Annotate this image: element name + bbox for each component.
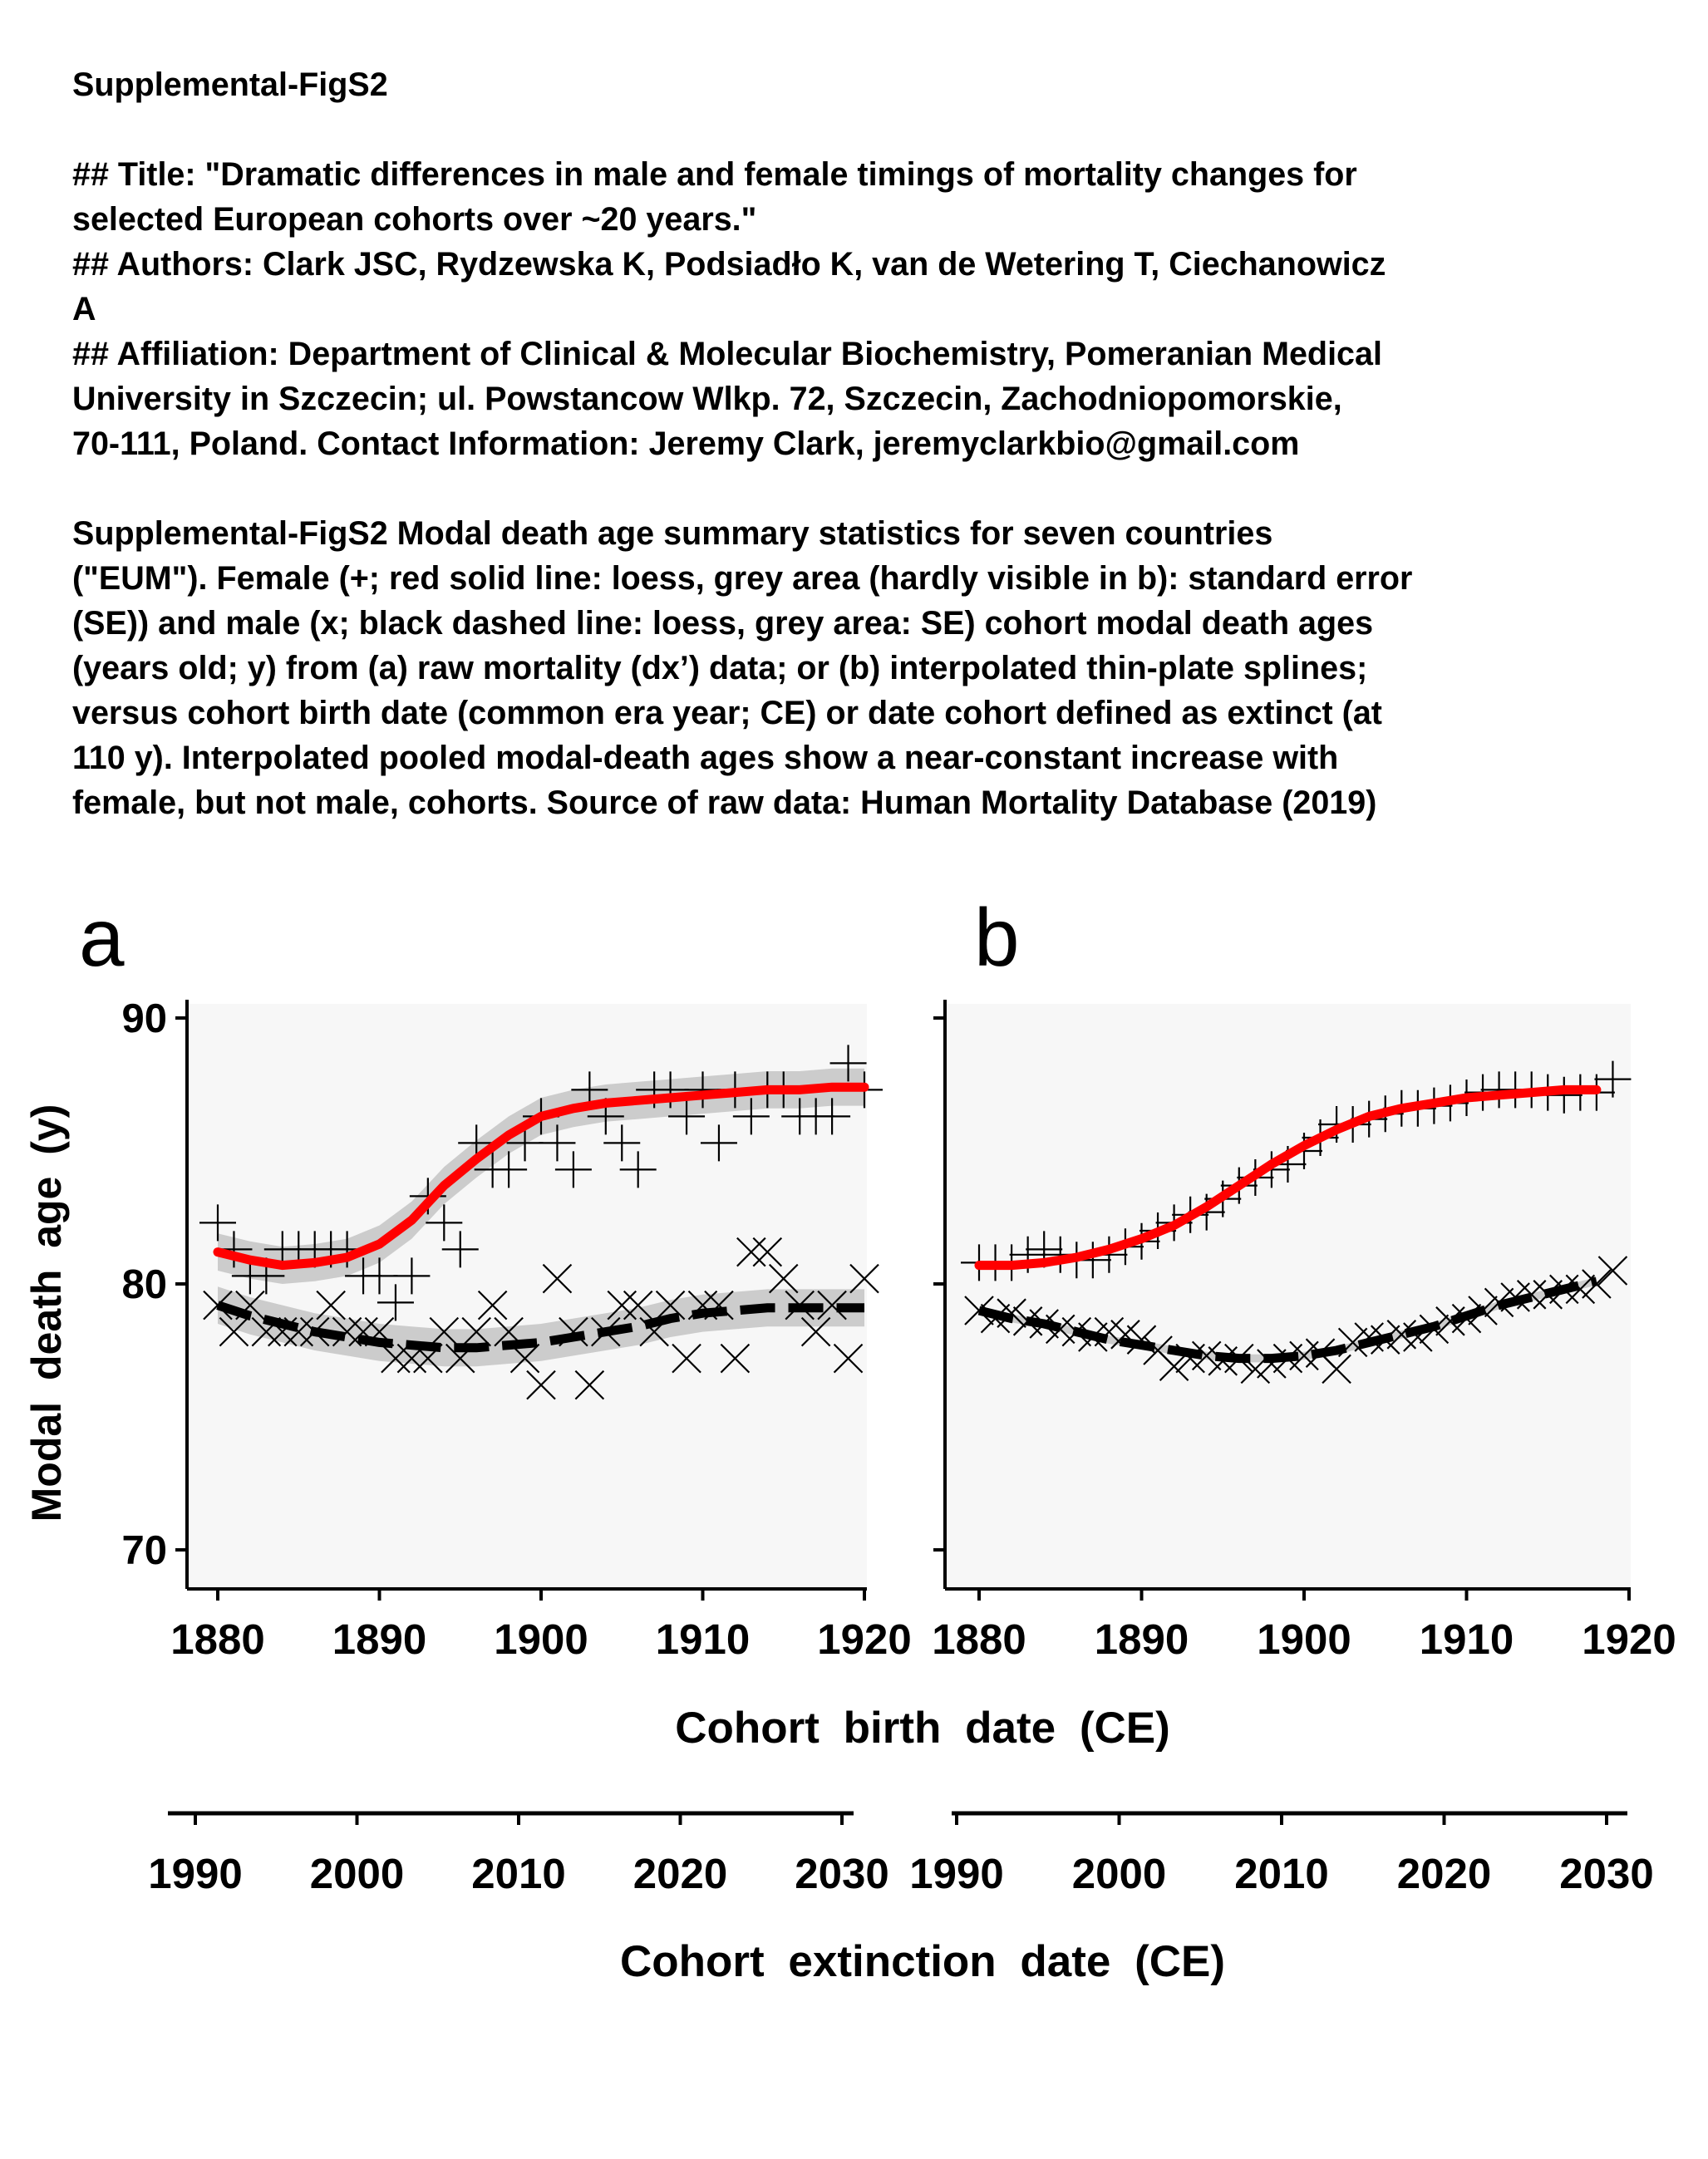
male-point [655,1290,686,1320]
x2-tick-label: 2000 [1072,1850,1166,1897]
panel-letter: b [974,892,1020,983]
x-tick-label: 1880 [932,1616,1026,1663]
header-line: selected European cohorts over ~20 years… [72,201,757,238]
male-point [316,1290,346,1320]
header-line: 70-111, Poland. Contact Information: Jer… [72,425,1300,462]
female-point [361,1257,398,1295]
male-point [1597,1256,1628,1286]
male-point [526,1370,556,1400]
male-point [1322,1354,1351,1384]
male-point [817,1290,847,1320]
male-point [332,1316,362,1347]
female-point [539,1124,576,1162]
header-block: ## Title: "Dramatic differences in male … [72,152,1651,466]
male-point [672,1343,701,1374]
female-point [490,1151,528,1188]
male-point [477,1290,508,1320]
x2-tick-label: 1990 [909,1850,1003,1897]
male-loess-line [216,1301,864,1353]
female-point [441,1231,479,1268]
male-point [542,1263,573,1294]
male-point [381,1343,411,1374]
female-point [619,1151,657,1188]
female-point [554,1151,592,1188]
se-band [218,1068,864,1284]
x-axis-label: Cohort birth date (CE) [675,1704,1170,1753]
male-point [768,1263,799,1294]
x2-tick-label: 2030 [1559,1850,1653,1897]
female-point [377,1284,414,1321]
male-point [1191,1340,1222,1371]
y-tick-label: 90 [121,996,167,1041]
male-point [849,1263,879,1294]
caption-line: (years old; y) from (a) raw mortality (d… [72,650,1368,686]
header-line: University in Szczecin; ul. Powstancow W… [72,381,1342,417]
x-tick-label: 1890 [1095,1616,1189,1663]
x-tick-label: 1910 [656,1616,750,1663]
x2-tick-label: 2010 [471,1850,565,1897]
y-tick-label: 70 [121,1528,167,1573]
x-tick-label: 1890 [332,1616,426,1663]
male-point [219,1316,249,1347]
caption-line: ("EUM"). Female (+; red solid line: loes… [72,560,1413,597]
caption-line: female, but not male, cohorts. Source of… [72,784,1377,821]
y-axis-label: Modal death age (y) [23,1104,70,1522]
female-point [603,1124,641,1162]
panel-letter: a [79,892,125,983]
female-point [393,1257,431,1295]
female-point [668,1098,706,1135]
header-line: ## Affiliation: Department of Clinical &… [72,336,1382,372]
x-tick-label: 1920 [817,1616,911,1663]
chart-panel-b: 1880 1890 1900 1910 1920 1990 2000 2010 2020 2030… [909,892,1676,1897]
male-loess-line [977,1276,1598,1364]
caption-line: versus cohort birth date (common era yea… [72,695,1382,731]
x2-tick-label: 2030 [795,1850,888,1897]
x2-tick-label: 2010 [1234,1850,1328,1897]
caption-line: 110 y). Interpolated pooled modal-death … [72,740,1339,776]
male-point [736,1237,766,1267]
x2-axis-label: Cohort extinction date (CE) [620,1937,1225,1986]
header-line: A [72,291,96,327]
male-point [997,1298,1026,1328]
x-tick-label: 1920 [1582,1616,1676,1663]
male-points [203,1237,879,1400]
x2-tick-label: 2020 [633,1850,727,1897]
female-point [426,1204,463,1242]
x-tick-label: 1900 [1257,1616,1351,1663]
female-point [814,1098,851,1135]
x-tick-label: 1910 [1420,1616,1514,1663]
caption-block: Supplemental-FigS2 Modal death age summa… [72,511,1651,825]
female-point [732,1098,770,1135]
male-point [752,1237,783,1267]
male-point [461,1316,491,1347]
chart-panel-a: 70 80 90 1880 1890 1900 1910 1920 1990 2000 2010 20… [23,892,912,1897]
header-line: ## Title: "Dramatic differences in male … [72,156,1357,193]
x-tick-label: 1880 [170,1616,264,1663]
caption-line: (SE)) and male (x; black dashed line: lo… [72,605,1374,642]
figure-label: Supplemental-FigS2 [72,66,388,103]
female-loess-line [213,1082,869,1271]
female-point [700,1124,737,1162]
male-point [574,1370,605,1400]
male-point [623,1290,653,1320]
male-point [429,1316,460,1347]
male-point [833,1343,864,1374]
female-loess-line [974,1084,1602,1271]
male-point [1159,1351,1189,1381]
female-point [829,1045,867,1082]
male-point [800,1316,831,1347]
caption-line: Supplemental-FigS2 Modal death age summa… [72,515,1273,552]
x2-tick-label: 2000 [310,1850,404,1897]
header-line: ## Authors: Clark JSC, Rydzewska K, Pods… [72,246,1386,283]
x-tick-label: 1900 [494,1616,588,1663]
female-point [199,1204,236,1242]
male-point [720,1343,751,1374]
male-point [607,1290,637,1320]
x2-tick-label: 2020 [1397,1850,1491,1897]
female-point [1594,1060,1632,1098]
y-tick-label: 80 [121,1262,167,1307]
male-point [1565,1274,1596,1305]
x2-tick-label: 1990 [148,1850,242,1897]
